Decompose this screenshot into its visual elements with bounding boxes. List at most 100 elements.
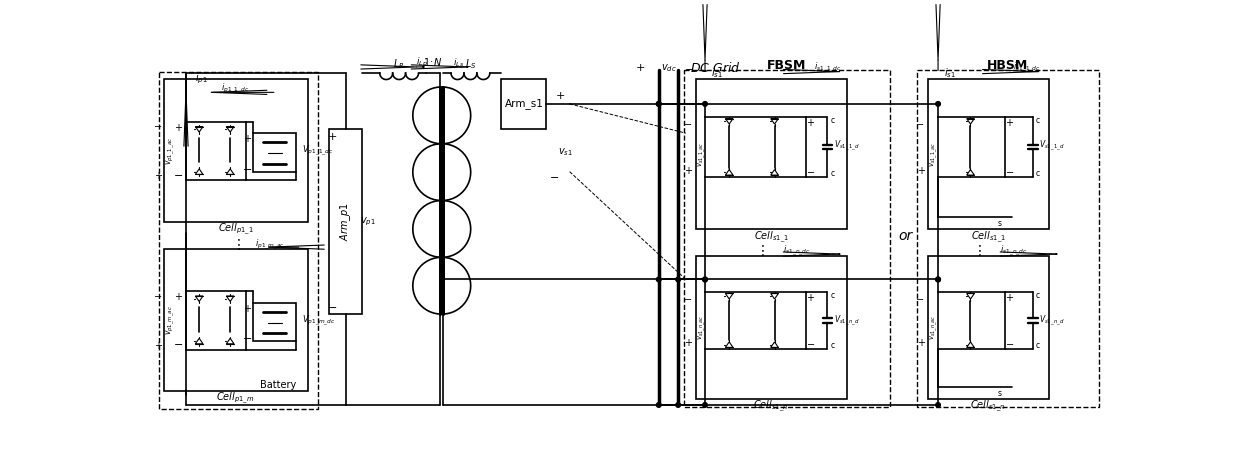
Bar: [929, 79, 1049, 229]
Text: $i_{s1\_1\_dc}$: $i_{s1\_1\_dc}$: [813, 60, 842, 75]
Polygon shape: [967, 293, 975, 299]
Text: $Cell_{p1\_m}$: $Cell_{p1\_m}$: [217, 391, 254, 406]
Text: +: +: [916, 338, 925, 348]
Text: $\vdots$: $\vdots$: [231, 237, 241, 252]
Text: +: +: [806, 118, 815, 128]
Circle shape: [656, 277, 661, 282]
Text: $Cell_{s1\_n}$: $Cell_{s1\_n}$: [754, 399, 789, 414]
Polygon shape: [227, 126, 234, 132]
Text: $v_{p1\_1\_ac}$: $v_{p1\_1\_ac}$: [164, 137, 177, 165]
Bar: [684, 70, 890, 407]
Text: $L_S$: $L_S$: [465, 57, 476, 71]
Text: $-$: $-$: [1004, 166, 1014, 176]
Text: $i_{s1\_1\_dc}$: $i_{s1\_1\_dc}$: [1013, 60, 1040, 75]
Circle shape: [936, 102, 940, 106]
Text: $V_{s1\_1\_d}$: $V_{s1\_1\_d}$: [1039, 139, 1065, 154]
Text: $v_{s1\_n\_ac}$: $v_{s1\_n\_ac}$: [697, 314, 708, 340]
Bar: [253, 302, 296, 341]
Text: $Cell_{s1\_n}$: $Cell_{s1\_n}$: [971, 399, 1006, 414]
Text: c: c: [1037, 341, 1040, 350]
Bar: [916, 70, 1099, 407]
Text: $-$: $-$: [174, 338, 184, 348]
Text: $i_{s1}$: $i_{s1}$: [712, 66, 723, 80]
Text: $-$: $-$: [1004, 338, 1014, 348]
Text: $-$: $-$: [174, 169, 184, 179]
Text: $-$: $-$: [153, 290, 162, 300]
Circle shape: [936, 277, 940, 282]
Polygon shape: [967, 342, 975, 347]
Text: $i_{s1\_n\_dc}$: $i_{s1\_n\_dc}$: [999, 244, 1027, 258]
Text: +: +: [916, 166, 925, 176]
Text: HBSM: HBSM: [987, 59, 1028, 72]
Polygon shape: [196, 169, 203, 175]
Text: c: c: [831, 341, 835, 350]
Text: FBSM: FBSM: [766, 59, 806, 72]
Text: $-$: $-$: [242, 332, 252, 342]
Bar: [696, 256, 847, 399]
Text: $-$: $-$: [683, 293, 692, 303]
Text: $v_{s1\_1\_ac}$: $v_{s1\_1\_ac}$: [697, 141, 708, 167]
Text: +: +: [684, 166, 692, 176]
Text: Arm_s1: Arm_s1: [505, 98, 543, 110]
Text: +: +: [806, 293, 815, 303]
Text: $v_{s1\_n\_ac}$: $v_{s1\_n\_ac}$: [929, 314, 940, 340]
Text: $Cell_{s1\_1}$: $Cell_{s1\_1}$: [971, 229, 1006, 245]
Text: +: +: [243, 134, 252, 144]
Bar: [501, 79, 547, 129]
Text: c: c: [1037, 116, 1040, 125]
Bar: [164, 249, 308, 391]
Circle shape: [703, 277, 707, 282]
Text: $v_{p1\_m\_ac}$: $v_{p1\_m\_ac}$: [164, 305, 177, 335]
Text: +: +: [327, 132, 337, 142]
Bar: [164, 79, 308, 222]
Polygon shape: [725, 169, 733, 175]
Polygon shape: [771, 118, 779, 124]
Text: $v_{p1}$: $v_{p1}$: [361, 215, 376, 228]
Text: $-$: $-$: [684, 63, 694, 73]
Bar: [929, 256, 1049, 399]
Text: $-$: $-$: [806, 338, 815, 348]
Text: or: or: [898, 229, 913, 243]
Polygon shape: [967, 169, 975, 175]
Bar: [696, 79, 847, 229]
Circle shape: [656, 102, 661, 106]
Text: $V_{p1\_m\_dc}$: $V_{p1\_m\_dc}$: [303, 313, 336, 328]
Circle shape: [676, 277, 681, 282]
Bar: [253, 133, 296, 172]
Text: $-$: $-$: [549, 170, 559, 181]
Polygon shape: [771, 293, 779, 299]
Text: $V_{s1\_1\_d}$: $V_{s1\_1\_d}$: [833, 139, 859, 154]
Circle shape: [656, 102, 661, 106]
Text: s: s: [997, 389, 1001, 398]
Polygon shape: [725, 118, 733, 124]
Polygon shape: [196, 126, 203, 132]
Text: +: +: [556, 91, 565, 101]
Text: c: c: [831, 291, 835, 300]
Polygon shape: [771, 342, 779, 347]
Text: +: +: [154, 341, 162, 351]
Text: $L_P$: $L_P$: [393, 57, 405, 71]
Text: $v_{dc}$: $v_{dc}$: [661, 62, 677, 73]
Text: $V_{p1\_1\_dc}$: $V_{p1\_1\_dc}$: [303, 144, 334, 158]
Text: $1\!:\!N$: $1\!:\!N$: [423, 56, 441, 68]
Text: +: +: [684, 338, 692, 348]
Text: $-$: $-$: [327, 301, 337, 311]
Text: $-$: $-$: [242, 163, 252, 173]
Text: +: +: [243, 304, 252, 314]
Polygon shape: [771, 169, 779, 175]
Text: $V_{s1\_n\_d}$: $V_{s1\_n\_d}$: [1039, 313, 1065, 328]
Text: $i_{s1\_n\_dc}$: $i_{s1\_n\_dc}$: [782, 244, 810, 258]
Text: Battery: Battery: [260, 380, 296, 390]
Text: +: +: [175, 123, 182, 133]
Text: +: +: [154, 171, 162, 181]
Text: $-$: $-$: [153, 120, 162, 131]
Text: $v_{s1\_1\_ac}$: $v_{s1\_1\_ac}$: [929, 141, 940, 167]
Text: c: c: [1037, 168, 1040, 178]
Text: +: +: [1006, 118, 1013, 128]
Circle shape: [936, 402, 940, 407]
Polygon shape: [967, 118, 975, 124]
Polygon shape: [196, 338, 203, 344]
Polygon shape: [227, 169, 234, 175]
Text: $-$: $-$: [683, 118, 692, 128]
Circle shape: [703, 277, 707, 282]
